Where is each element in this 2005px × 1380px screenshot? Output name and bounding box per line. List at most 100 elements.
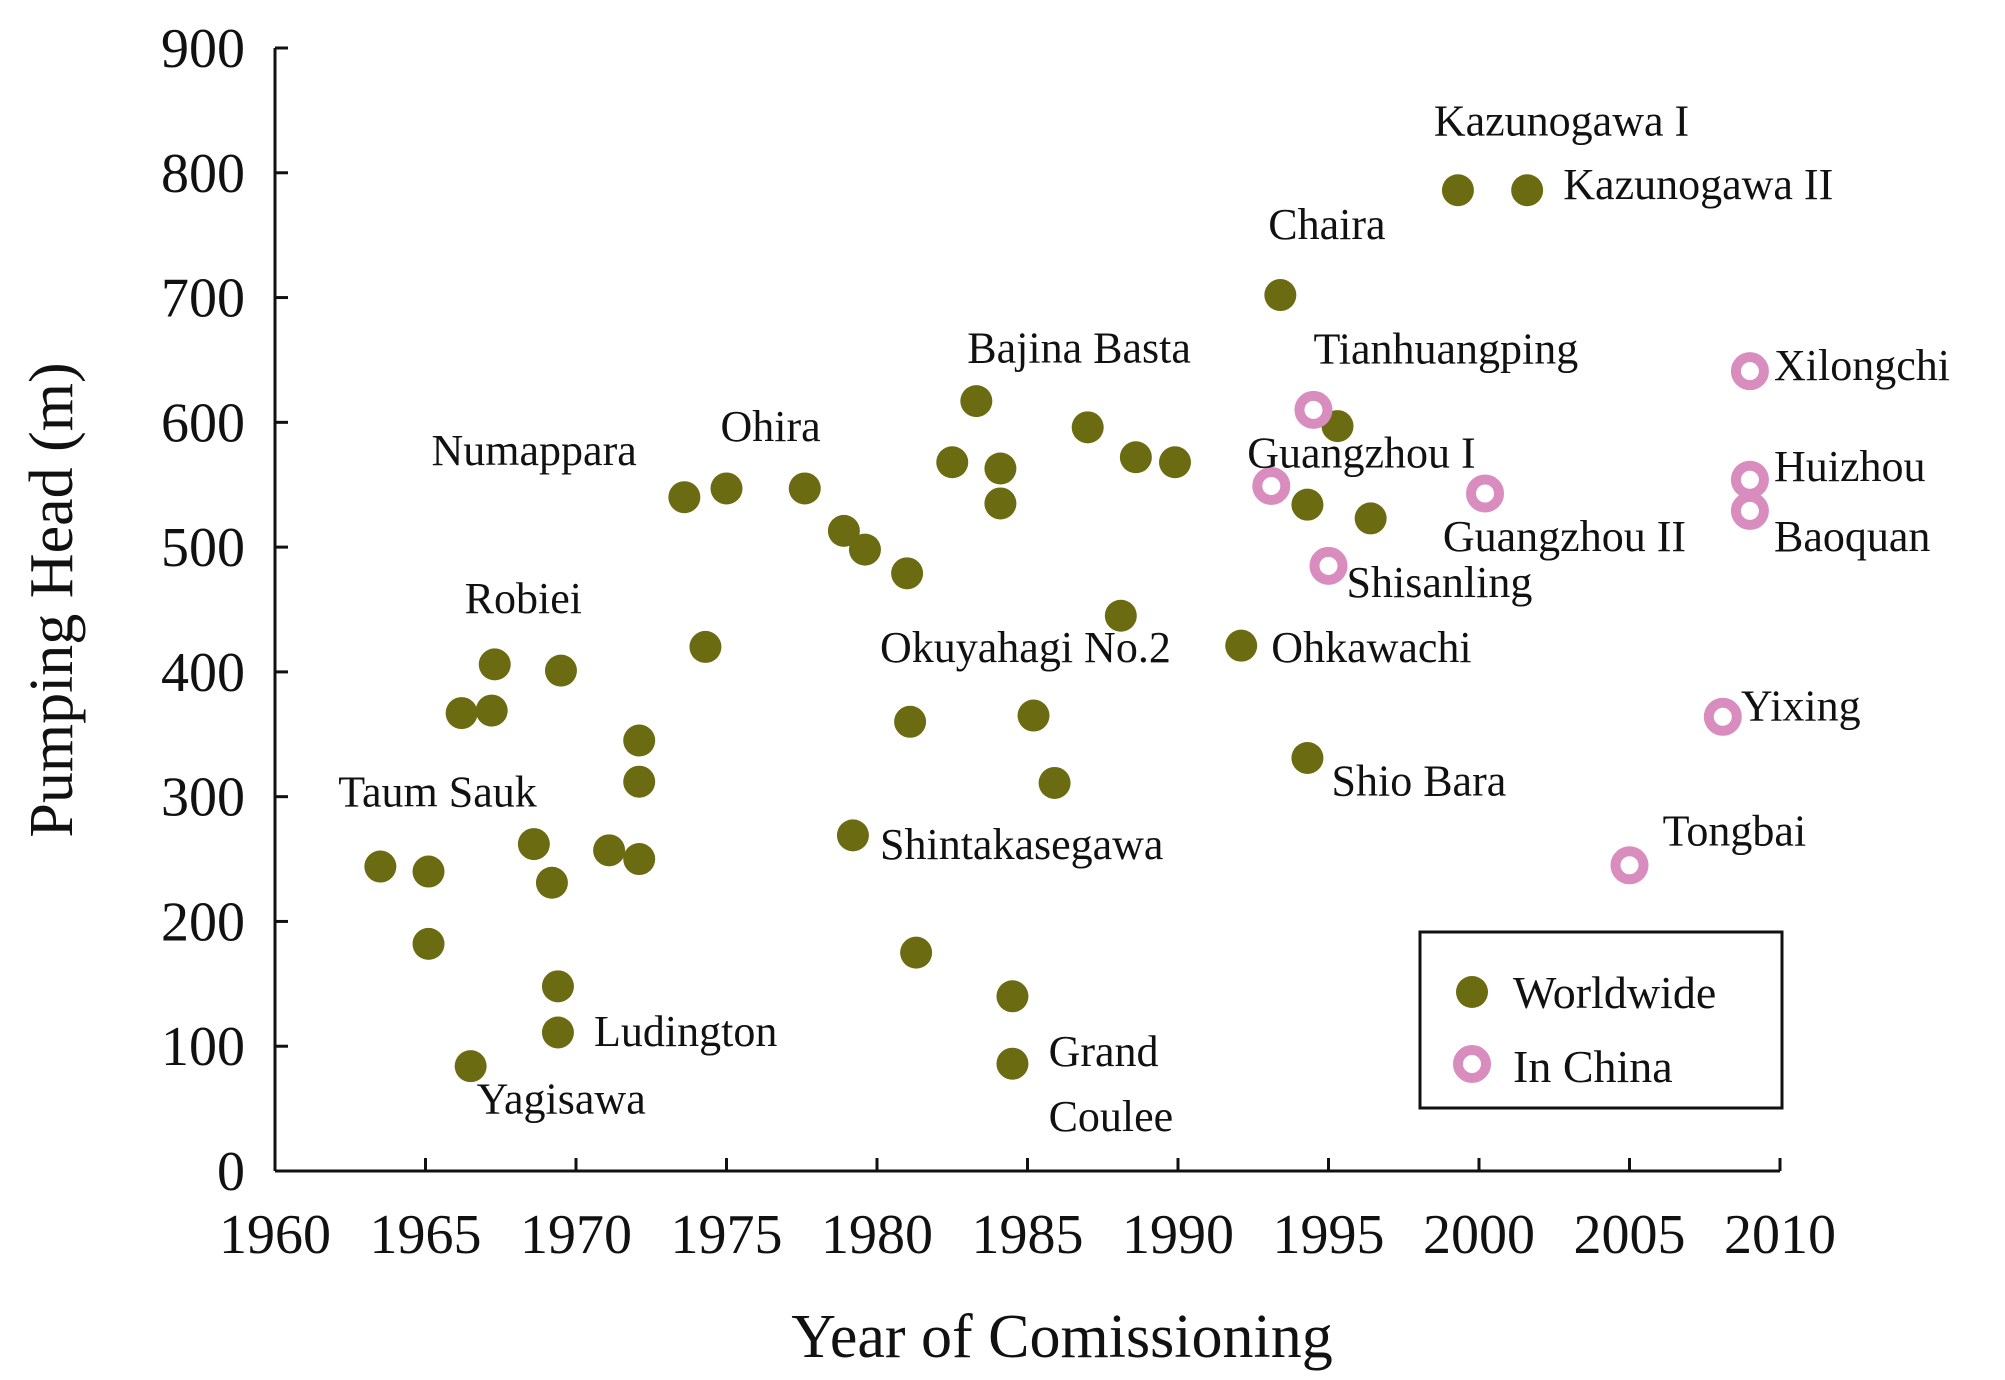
worldwide-point [535,866,568,899]
worldwide-point [623,843,656,876]
y-tick-label: 0 [217,1141,245,1203]
worldwide-point [1038,766,1071,799]
x-tick-label: 1985 [972,1204,1084,1266]
worldwide-point [475,694,508,727]
x-tick-label: 1965 [370,1204,482,1266]
worldwide-point [1119,441,1152,474]
point-annotation: Tongbai [1663,806,1807,855]
x-tick-label: 2005 [1574,1204,1686,1266]
china-point [1730,491,1769,530]
x-tick-label: 1995 [1273,1204,1385,1266]
point-annotations: Kazunogawa I Kazunogawa II Chaira Tianhuang… [338,96,1950,1141]
china-point [1730,352,1769,391]
worldwide-point [1264,279,1297,312]
worldwide-point [1511,174,1544,207]
worldwide-point [623,765,656,798]
worldwide-point [1017,699,1050,732]
y-tick-label: 300 [161,767,245,829]
china-point [1703,697,1742,736]
x-axis-ticks: 1960 1965 1970 1975 1980 1985 1990 1995 2000 2005… [219,1158,1836,1266]
point-annotation: Kazunogawa II [1563,160,1833,209]
worldwide-point [1104,599,1137,632]
x-tick-label: 1980 [821,1204,933,1266]
china-point [1309,546,1348,585]
china-point [1730,460,1769,499]
worldwide-point [364,850,397,883]
legend-marker-china [1453,1045,1491,1083]
worldwide-point [1291,488,1324,521]
x-tick-label: 1990 [1122,1204,1234,1266]
point-annotation: Shio Bara [1332,756,1507,805]
worldwide-point [1225,629,1258,662]
worldwide-point [710,472,743,505]
china-point [1466,474,1505,513]
point-annotation: Robiei [465,574,582,623]
point-annotation: Bajina Basta [967,323,1191,372]
data-points [364,174,1769,1083]
worldwide-point [544,654,577,687]
y-axis-ticks: 0 100 200 300 400 500 600 700 800 900 [161,18,288,1203]
worldwide-point [1158,446,1191,479]
y-tick-label: 900 [161,18,245,80]
worldwide-point [936,446,969,479]
china-point [1294,390,1333,429]
point-annotation: Chaira [1268,200,1385,249]
legend-label-worldwide: Worldwide [1513,967,1716,1018]
y-axis-title: Pumping Head (m) [18,362,86,837]
x-axis-title: Year of Comissioning [791,1303,1332,1371]
x-tick-label: 1975 [671,1204,783,1266]
point-annotation: Xilongchi [1774,341,1950,390]
y-tick-label: 400 [161,642,245,704]
worldwide-point [445,697,478,730]
y-tick-label: 200 [161,891,245,953]
point-annotation: Guangzhou II [1443,512,1686,561]
worldwide-point [984,452,1017,485]
worldwide-point [1071,411,1104,444]
y-tick-label: 800 [161,143,245,205]
point-annotation: Okuyahagi No.2 [880,623,1171,672]
worldwide-point [984,487,1017,520]
worldwide-point [1441,174,1474,207]
worldwide-point [412,855,445,888]
x-tick-label: 1960 [219,1204,331,1266]
y-tick-label: 100 [161,1016,245,1078]
point-annotation: Ludington [594,1007,777,1056]
point-annotation: Grand [1049,1027,1159,1076]
legend-label-china: In China [1513,1041,1673,1092]
point-annotation: Baoquan [1774,512,1930,561]
y-tick-label: 500 [161,517,245,579]
x-tick-label: 2010 [1724,1204,1836,1266]
worldwide-point [478,648,511,681]
worldwide-point [623,724,656,757]
worldwide-point [1291,741,1324,774]
x-tick-label: 1970 [520,1204,632,1266]
x-tick-label: 2000 [1423,1204,1535,1266]
point-annotation: Shintakasegawa [880,820,1163,869]
point-annotation: Yixing [1741,682,1861,731]
worldwide-point [788,472,821,505]
worldwide-point [900,936,933,969]
worldwide-point [689,630,722,663]
legend-marker-worldwide [1456,976,1488,1008]
point-annotation: Shisanling [1347,558,1533,607]
worldwide-point [996,1047,1029,1080]
point-annotation: Numappara [432,426,637,475]
worldwide-point [827,514,860,547]
worldwide-point [454,1050,487,1083]
point-annotation: Yagisawa [477,1075,646,1124]
worldwide-point [412,927,445,960]
point-annotation: Coulee [1049,1092,1174,1141]
worldwide-point [848,533,881,566]
worldwide-point [517,828,550,861]
worldwide-point [541,970,574,1003]
worldwide-point [996,980,1029,1013]
y-tick-label: 700 [161,268,245,330]
point-annotation: Kazunogawa I [1434,96,1689,145]
worldwide-point [960,385,993,418]
point-annotation: Guangzhou I [1247,428,1476,477]
point-annotation: Huizhou [1774,442,1926,491]
worldwide-point [894,705,927,738]
worldwide-point [541,1016,574,1049]
point-annotation: Ohkawachi [1271,623,1471,672]
